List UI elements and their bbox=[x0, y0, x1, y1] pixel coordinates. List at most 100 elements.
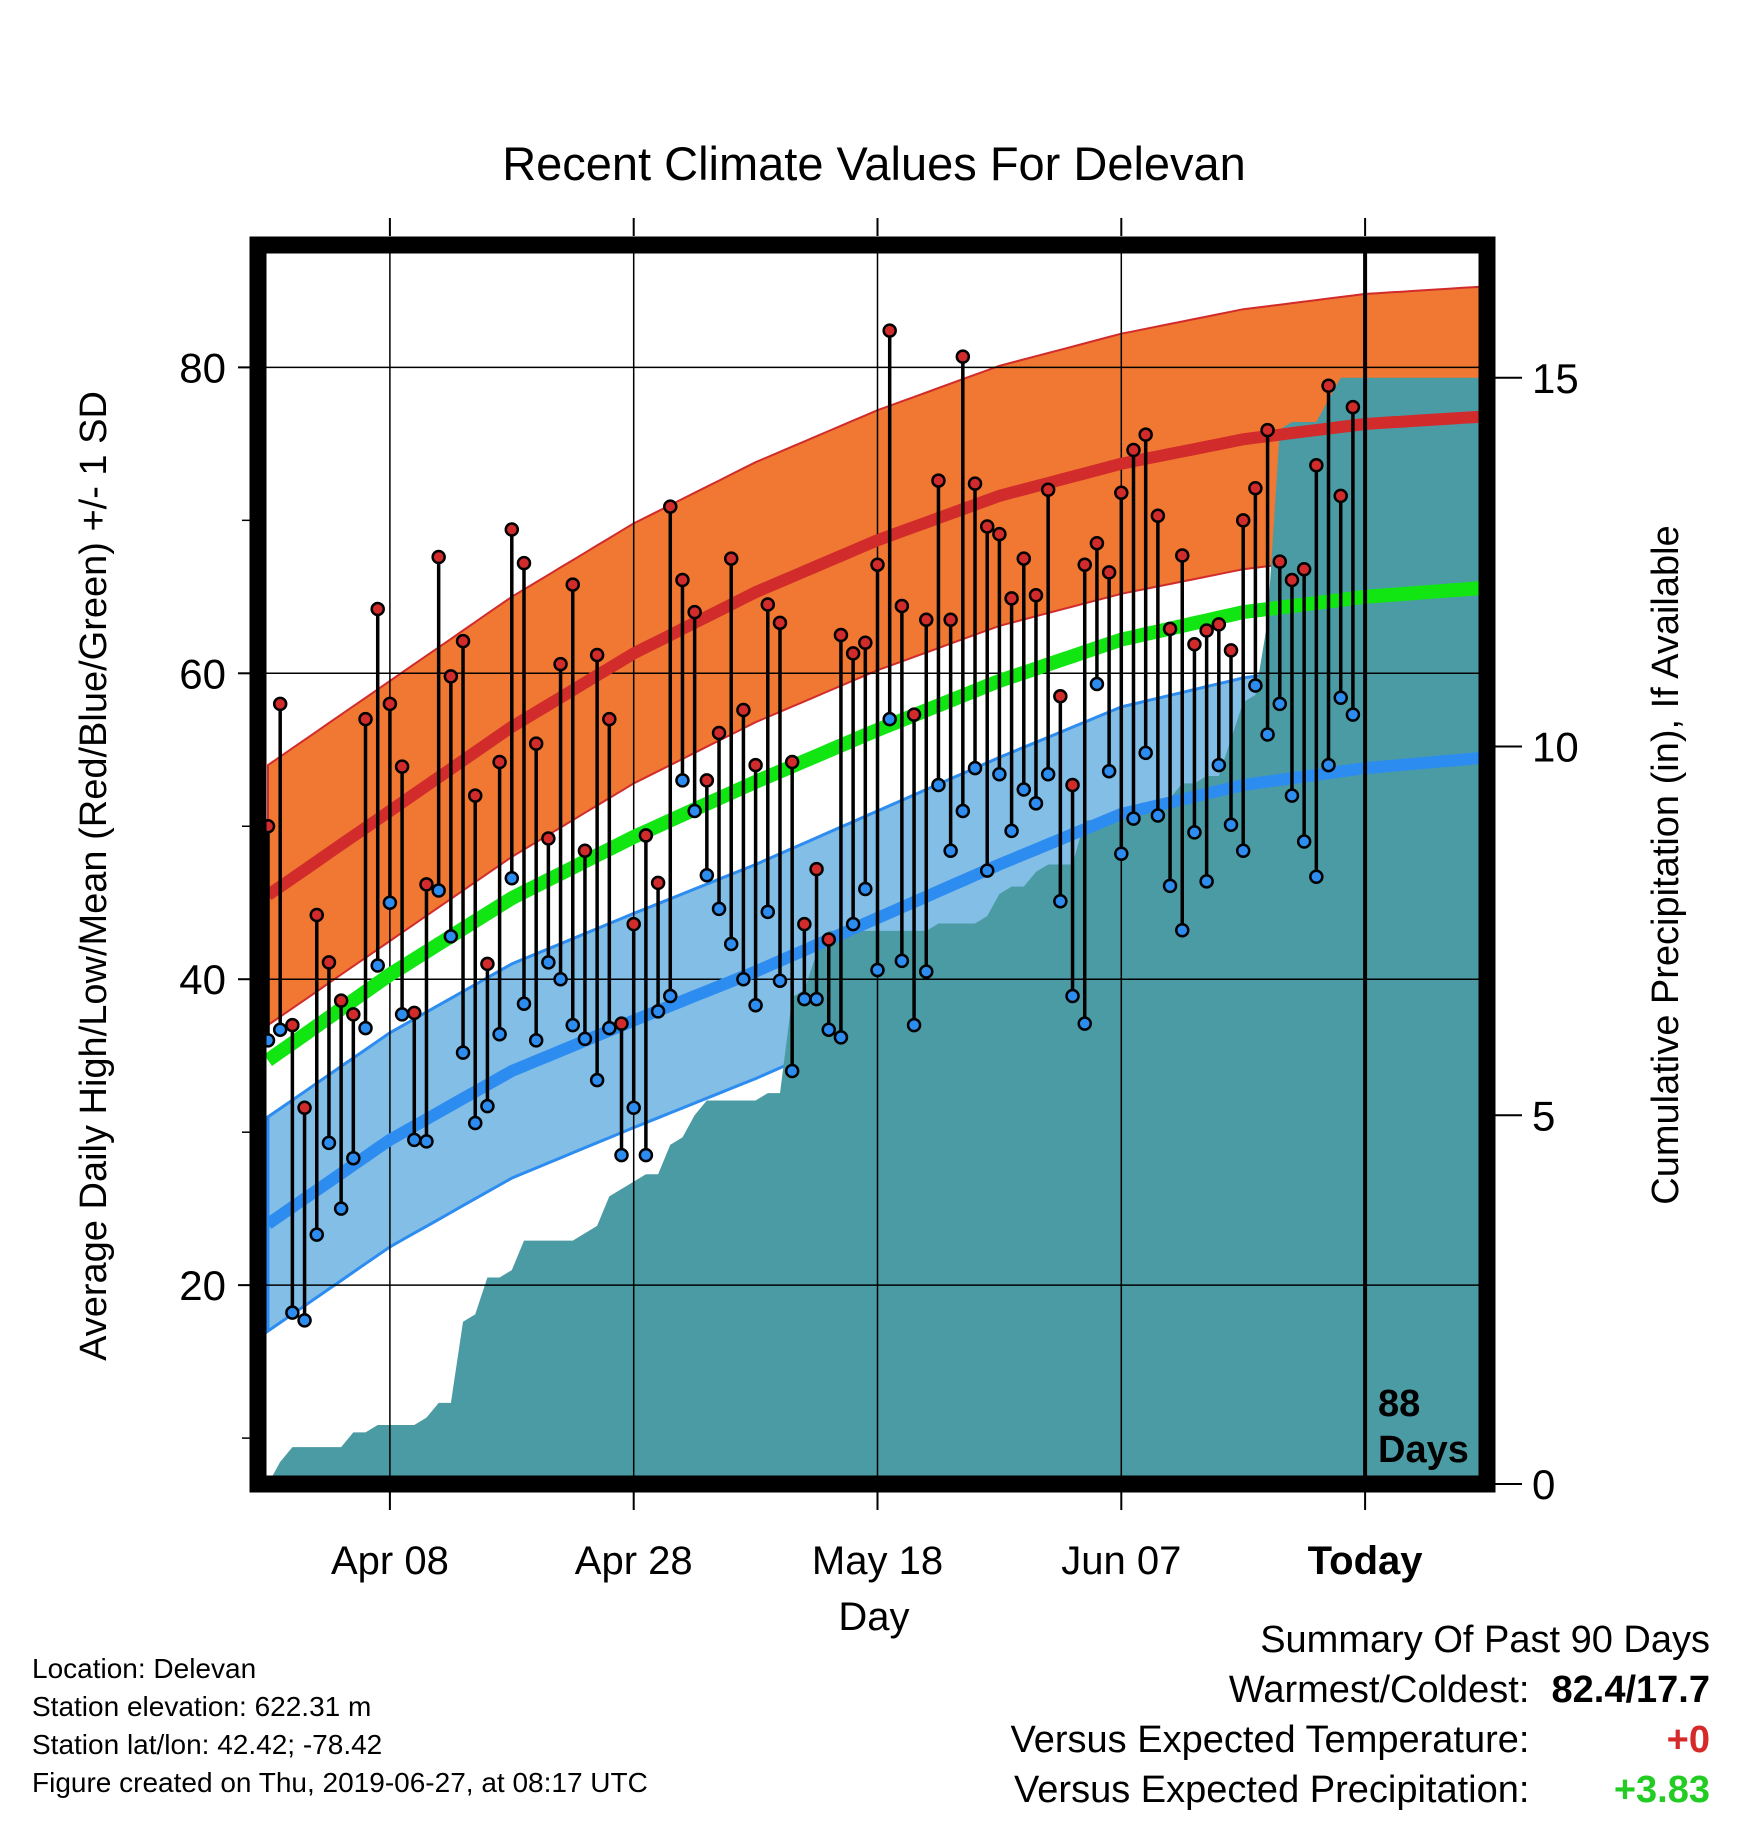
low-point bbox=[1211, 757, 1227, 773]
high-point bbox=[382, 696, 398, 712]
y2-axis-label: Cumulative Precipitation (in), If Availa… bbox=[1645, 525, 1687, 1204]
low-point bbox=[1235, 843, 1251, 858]
y2-tick-label: 10 bbox=[1532, 724, 1579, 771]
low-point bbox=[723, 936, 739, 952]
low-point bbox=[675, 773, 690, 788]
high-point bbox=[699, 773, 715, 788]
low-point bbox=[1333, 690, 1348, 706]
low-point bbox=[1126, 811, 1141, 826]
precip-area bbox=[268, 377, 1487, 1484]
warmest-label: Warmest/Coldest: bbox=[1228, 1669, 1530, 1711]
low-point bbox=[1199, 874, 1214, 889]
low-point bbox=[309, 1227, 325, 1242]
high-point bbox=[455, 633, 471, 649]
low-point bbox=[1053, 893, 1068, 909]
high-point bbox=[711, 725, 727, 741]
precip-row: Versus Expected Precipitation: +3.83 bbox=[1011, 1765, 1710, 1815]
high-point bbox=[809, 861, 824, 877]
temp-value: +0 bbox=[1666, 1719, 1710, 1761]
low-point bbox=[967, 760, 983, 776]
low-point bbox=[431, 883, 446, 898]
high-point bbox=[541, 831, 556, 846]
high-point bbox=[1040, 482, 1056, 497]
high-point bbox=[1138, 427, 1153, 442]
low-point bbox=[1040, 767, 1056, 782]
low-point bbox=[1162, 878, 1178, 894]
high-point bbox=[602, 711, 617, 727]
low-point bbox=[809, 991, 824, 1007]
climate-chart: 20 40 60 80 0 5 10 15 Apr 08 Apr 28 May 18 Jun 07 To… bbox=[73, 137, 1687, 1639]
high-point bbox=[492, 754, 507, 770]
low-point bbox=[1089, 676, 1105, 692]
plot-frame bbox=[249, 236, 1496, 1493]
high-point bbox=[760, 597, 776, 612]
high-point bbox=[675, 572, 690, 588]
y-tick-label: 60 bbox=[179, 650, 226, 697]
high-point bbox=[748, 757, 763, 773]
station-info: Location: Delevan Station elevation: 622… bbox=[32, 1650, 648, 1802]
high-point bbox=[1235, 513, 1251, 528]
high-point bbox=[297, 1100, 312, 1115]
high-point bbox=[346, 1007, 361, 1022]
high-point bbox=[772, 615, 788, 631]
high-point bbox=[565, 577, 580, 592]
low-point bbox=[870, 962, 885, 978]
high-point bbox=[931, 473, 946, 488]
low-point bbox=[943, 843, 958, 858]
high-point bbox=[443, 669, 459, 684]
high-point bbox=[1321, 378, 1336, 393]
low-point bbox=[1150, 808, 1166, 823]
low-point bbox=[370, 958, 385, 973]
low-point bbox=[1260, 727, 1275, 742]
high-normal-line bbox=[264, 410, 1487, 901]
high-point bbox=[870, 557, 885, 572]
low-point bbox=[321, 1135, 337, 1151]
low-point bbox=[833, 1030, 849, 1045]
low-point bbox=[1248, 678, 1263, 693]
high-point bbox=[1162, 621, 1178, 637]
high-point bbox=[919, 612, 934, 628]
low-point bbox=[736, 971, 751, 987]
high-point bbox=[553, 656, 568, 672]
low-point bbox=[394, 1007, 410, 1022]
created-text: Figure created on Thu, 2019-06-27, at 08… bbox=[32, 1767, 648, 1798]
low-point bbox=[1309, 869, 1324, 884]
low-point bbox=[358, 1020, 373, 1036]
high-point bbox=[821, 932, 836, 947]
low-point bbox=[443, 929, 459, 944]
cumulative-precip-area bbox=[268, 377, 1487, 1484]
low-point bbox=[711, 901, 727, 917]
high-point bbox=[1175, 548, 1190, 563]
x-tick-label: Today bbox=[1308, 1539, 1424, 1583]
high-point bbox=[272, 696, 288, 712]
low-point bbox=[894, 953, 910, 969]
low-point bbox=[821, 1022, 836, 1037]
y-tick-label: 40 bbox=[179, 956, 226, 1003]
high-point bbox=[992, 526, 1007, 542]
low-point bbox=[419, 1134, 434, 1149]
high-point bbox=[1089, 536, 1105, 551]
high-point bbox=[1248, 480, 1263, 496]
high-point bbox=[967, 476, 983, 491]
high-point bbox=[1199, 623, 1214, 638]
low-point bbox=[1077, 1016, 1092, 1031]
low-point bbox=[1187, 825, 1202, 840]
high-point bbox=[504, 522, 520, 537]
low-point bbox=[1321, 757, 1336, 773]
low-point bbox=[1114, 846, 1129, 862]
high-point bbox=[1296, 562, 1312, 577]
low-point bbox=[858, 881, 873, 897]
high-point bbox=[1309, 458, 1324, 473]
low-point bbox=[1175, 923, 1190, 938]
y-axis-label: Average Daily High/Low/Mean (Red/Blue/Gr… bbox=[73, 391, 115, 1361]
summary-heading: Summary Of Past 90 Days bbox=[1260, 1619, 1710, 1661]
precip-label: Versus Expected Precipitation: bbox=[1014, 1769, 1530, 1811]
low-point bbox=[784, 1063, 800, 1079]
low-point bbox=[1028, 796, 1044, 811]
high-point bbox=[979, 519, 995, 534]
high-point bbox=[858, 635, 873, 650]
high-point bbox=[1211, 617, 1227, 632]
low-point bbox=[382, 895, 398, 910]
high-point bbox=[1077, 557, 1092, 572]
high-point bbox=[1053, 688, 1068, 704]
